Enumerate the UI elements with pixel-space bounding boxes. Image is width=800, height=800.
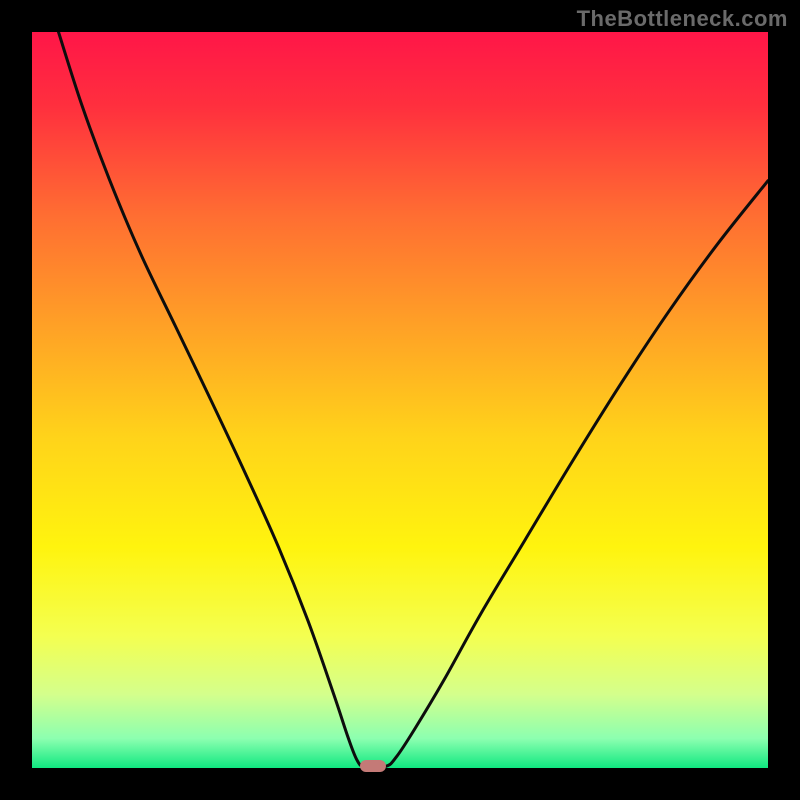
chart-container: TheBottleneck.com: [0, 0, 800, 800]
minimum-marker: [360, 760, 386, 772]
gradient-background: [32, 32, 768, 768]
plot-area: [32, 32, 768, 768]
watermark-text: TheBottleneck.com: [577, 6, 788, 32]
